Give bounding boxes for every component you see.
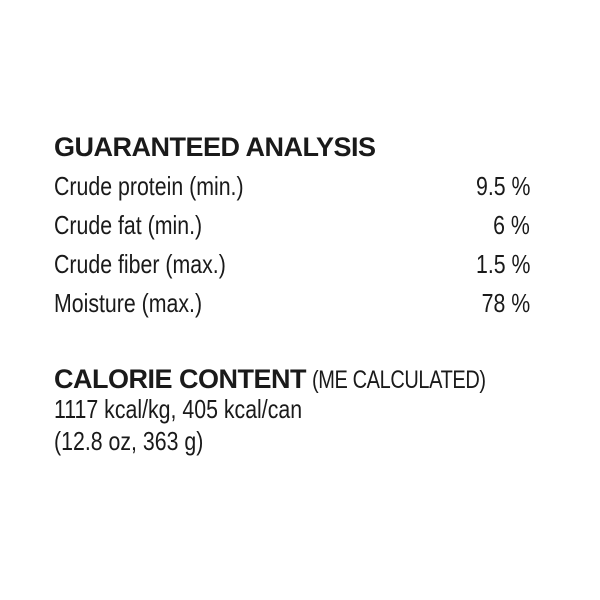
analysis-row: Crude fat (min.) 6 % [54,207,530,243]
analysis-label: Crude fiber (max.) [54,248,226,279]
analysis-label: Crude protein (min.) [54,170,244,201]
package-size-text: (12.8 oz, 363 g) [54,426,204,456]
analysis-label: Crude fat (min.) [54,209,203,240]
calorie-text: 1117 kcal/kg, 405 kcal/can [54,394,303,424]
analysis-label: Moisture (max.) [54,287,203,318]
analysis-row: Crude protein (min.) 9.5 % [54,168,530,204]
analysis-value: 1.5 % [475,248,530,279]
analysis-row: Moisture (max.) 78 % [54,285,530,321]
analysis-row: Crude fiber (max.) 1.5 % [54,246,530,282]
analysis-value: 78 % [481,287,530,318]
analysis-value: 9.5 % [475,170,530,201]
calorie-line-2: (12.8 oz, 363 g) [54,426,236,457]
calorie-line-1: 1117 kcal/kg, 405 kcal/can [54,394,357,425]
analysis-value: 6 % [493,209,530,240]
calorie-content-heading: CALORIE CONTENT (ME CALCULATED) [54,364,529,395]
calorie-content-subtitle: (ME CALCULATED) [312,366,486,394]
calorie-content-title: CALORIE CONTENT [54,364,307,394]
guaranteed-analysis-heading: GUARANTEED ANALYSIS [54,132,376,162]
